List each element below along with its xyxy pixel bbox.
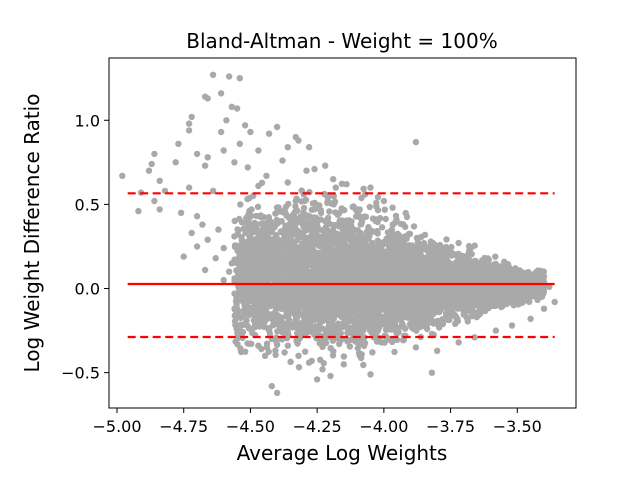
scatter-point [307, 213, 314, 220]
scatter-point [265, 214, 272, 221]
scatter-point [322, 339, 330, 347]
scatter-point [282, 203, 290, 211]
scatter-point [265, 348, 272, 355]
scatter-point [340, 353, 348, 360]
scatter-point [346, 343, 354, 350]
scatter-point [410, 223, 418, 230]
scatter-point [311, 199, 318, 207]
scatter-point [278, 247, 285, 254]
scatter-point [329, 352, 337, 359]
scatter-point [294, 340, 301, 347]
plot-area [108, 57, 577, 409]
chart-title: Bland-Altman - Weight = 100% [186, 29, 497, 53]
scatter-point [237, 345, 244, 352]
scatter-point [244, 322, 251, 330]
scatter-point [231, 217, 238, 225]
scatter-point [392, 212, 400, 220]
scatter-point [251, 324, 258, 331]
scatter-point [295, 364, 303, 371]
scatter-point [287, 358, 294, 365]
scatter-point [232, 338, 239, 345]
scatter-point [413, 234, 421, 242]
scatter-point [382, 215, 389, 223]
scatter-point [373, 199, 380, 207]
scatter-point [301, 348, 309, 355]
scatter-point [239, 312, 246, 320]
scatter-point [299, 233, 306, 241]
scatter-point [366, 203, 373, 211]
scatter-point [403, 213, 411, 221]
scatter-point [357, 221, 364, 228]
scatter-point [233, 267, 240, 274]
scatter-point [291, 323, 298, 330]
scatter-point [427, 238, 434, 245]
scatter-point [374, 194, 382, 201]
scatter-point [260, 214, 267, 221]
scatter-point [235, 331, 242, 338]
scatter-point [381, 206, 388, 213]
scatter-point [326, 208, 333, 215]
scatter-point [317, 356, 324, 363]
scatter-points [119, 71, 558, 397]
scatter-point [471, 242, 478, 249]
scatter-point [264, 310, 271, 317]
scatter-point [360, 185, 367, 192]
scatter-point [278, 305, 286, 313]
scatter-point [259, 231, 267, 238]
scatter-point [273, 338, 280, 345]
scatter-point [316, 262, 323, 269]
scatter-point [481, 254, 488, 262]
scatter-point [243, 317, 250, 324]
scatter-point [374, 206, 382, 214]
scatter-point [465, 242, 473, 250]
scatter-point [455, 239, 462, 247]
scatter-point [244, 195, 251, 203]
scatter-point [327, 345, 334, 352]
scatter-point [354, 344, 361, 352]
scatter-point [285, 214, 293, 221]
scatter-point [312, 323, 319, 330]
scatter-point [237, 201, 244, 208]
scatter-point [436, 241, 444, 249]
scatter-point [338, 180, 346, 187]
scatter-point [258, 220, 266, 227]
scatter-point [281, 349, 288, 356]
scatter-point [446, 316, 453, 324]
scatter-point [272, 351, 279, 359]
scatter-point [261, 352, 269, 359]
scatter-point [492, 253, 499, 260]
scatter-point [443, 236, 450, 243]
scatter-point [333, 231, 340, 238]
scatter-point [400, 221, 407, 228]
scatter-point [378, 224, 386, 231]
scatter-point [245, 312, 253, 319]
